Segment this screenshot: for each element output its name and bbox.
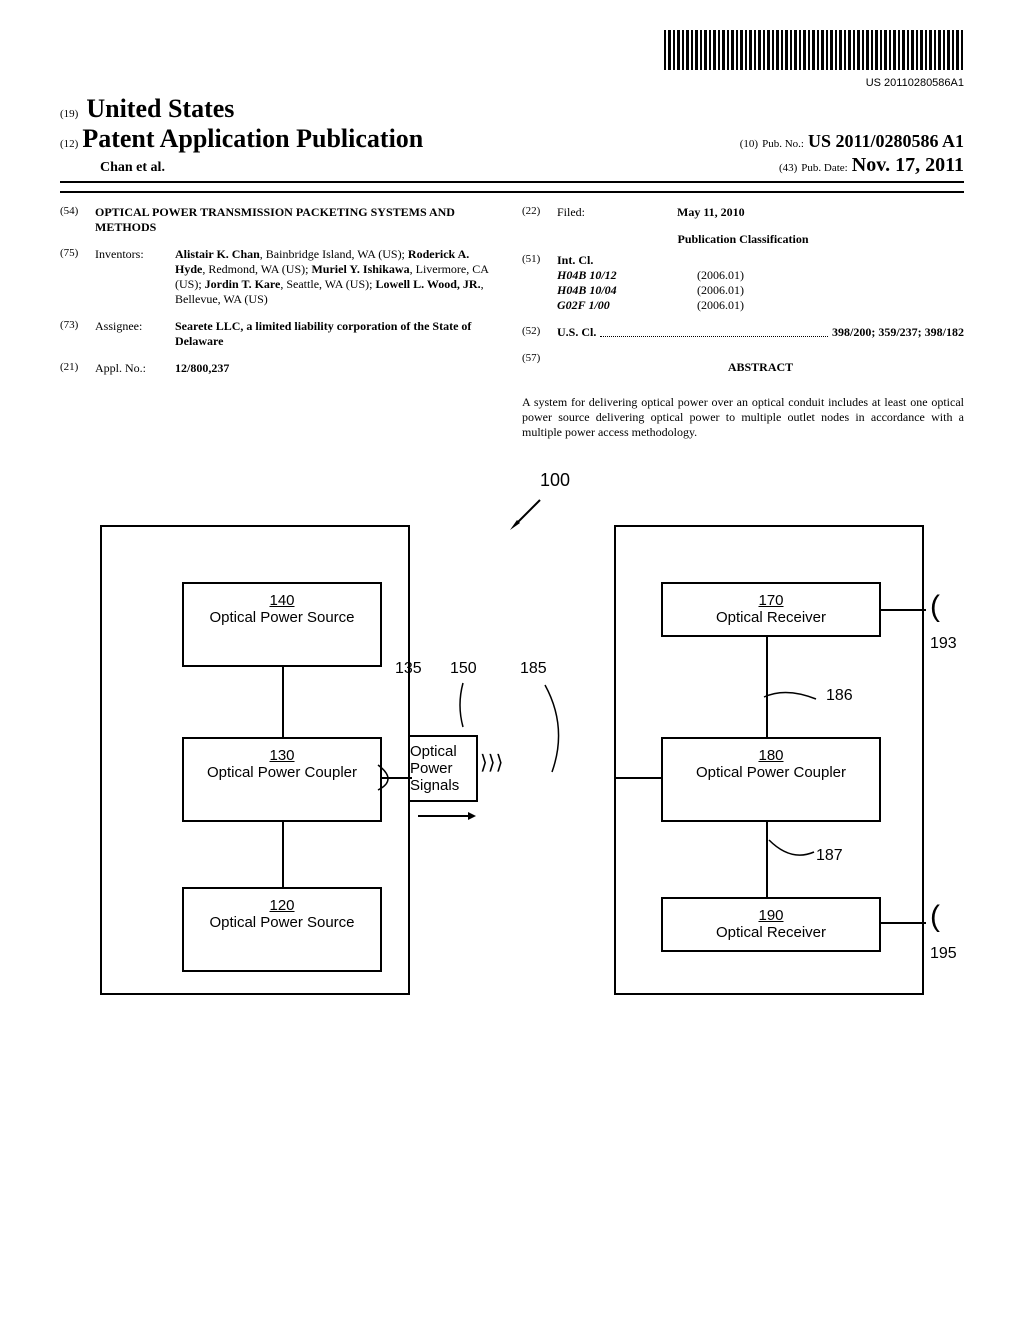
label-195: 195 [930, 945, 957, 963]
connector [616, 777, 661, 779]
curve-186-icon [761, 687, 821, 707]
right-block: 170 Optical Receiver 180 Optical Power C… [614, 525, 924, 995]
field-10: (10) [740, 138, 758, 150]
header: (19) United States (12) Patent Applicati… [60, 94, 964, 183]
pub-date: Nov. 17, 2011 [852, 154, 964, 176]
barcode-area: US 20110280586A1 [60, 30, 964, 89]
pub-date-label: Pub. Date: [801, 162, 847, 174]
connector [881, 922, 926, 924]
title: OPTICAL POWER TRANSMISSION PACKETING SYS… [95, 205, 502, 235]
label-193: 193 [930, 635, 957, 653]
box-120: 120 Optical Power Source [182, 887, 382, 972]
connector [766, 697, 768, 737]
label-190: Optical Receiver [716, 924, 826, 941]
paren-193: ( [930, 590, 940, 624]
appl-num: (21) [60, 361, 95, 376]
inventors: Alistair K. Chan, Bainbridge Island, WA … [175, 247, 502, 307]
figure: 100 140 Optical Power Source 130 Optical… [60, 470, 964, 1020]
arrow-100-icon [505, 495, 545, 535]
filed: May 11, 2010 [637, 205, 964, 220]
field-19: (19) [60, 108, 78, 120]
filed-num: (22) [522, 205, 557, 220]
biblio-right-col: (22) Filed: May 11, 2010 Publication Cla… [522, 205, 964, 440]
intcl-code-0: H04B 10/12 [557, 268, 657, 283]
ref-120: 120 [184, 897, 380, 914]
biblio-left-col: (54) OPTICAL POWER TRANSMISSION PACKETIN… [60, 205, 502, 440]
intcl-year-1: (2006.01) [697, 283, 744, 298]
uscl-dots [600, 325, 828, 337]
pub-no-label: Pub. No.: [762, 138, 804, 150]
arrow-right-icon [418, 810, 478, 822]
inventors-label: Inventors: [95, 247, 175, 307]
label-150: 150 [450, 660, 477, 678]
curve-135-icon [373, 760, 408, 795]
assignee-label: Assignee: [95, 319, 175, 349]
uscl: 398/200; 359/237; 398/182 [832, 325, 964, 340]
country: United States [86, 94, 234, 124]
ref-140: 140 [184, 592, 380, 609]
abstract-num: (57) [522, 352, 557, 383]
label-186: 186 [826, 687, 853, 705]
abstract-title: ABSTRACT [557, 360, 964, 375]
label-180: Optical Power Coupler [696, 764, 846, 781]
pub-class-title: Publication Classification [522, 232, 964, 247]
paren-195: ( [930, 900, 940, 934]
intcl-num: (51) [522, 253, 557, 313]
assignee: Searete LLC, a limited liability corpora… [175, 319, 502, 349]
label-135: 135 [395, 660, 422, 678]
box-130: 130 Optical Power Coupler [182, 737, 382, 822]
appl-label: Appl. No.: [95, 361, 175, 376]
curve-185-icon [540, 682, 570, 777]
label-170: Optical Receiver [716, 609, 826, 626]
title-num: (54) [60, 205, 95, 235]
left-block: 140 Optical Power Source 130 Optical Pow… [100, 525, 410, 995]
field-43: (43) [779, 162, 797, 174]
pub-type: Patent Application Publication [82, 124, 423, 153]
biblio: (54) OPTICAL POWER TRANSMISSION PACKETIN… [60, 191, 964, 440]
box-180: 180 Optical Power Coupler [661, 737, 881, 822]
label-140: Optical Power Source [209, 609, 354, 626]
label-185: 185 [520, 660, 547, 678]
ref-180: 180 [663, 747, 879, 764]
label-130: Optical Power Coupler [207, 764, 357, 781]
assignee-num: (73) [60, 319, 95, 349]
intcl-label: Int. Cl. [557, 253, 964, 268]
box-170: 170 Optical Receiver [661, 582, 881, 637]
pub-no: US 2011/0280586 A1 [808, 131, 964, 151]
inventors-num: (75) [60, 247, 95, 307]
barcode [664, 30, 964, 70]
barcode-text: US 20110280586A1 [60, 77, 964, 89]
uscl-num: (52) [522, 325, 557, 340]
connector [881, 609, 926, 611]
curve-187-icon [766, 837, 816, 862]
curve-150-icon [455, 680, 470, 730]
filed-label: Filed: [557, 205, 637, 220]
intcl-year-2: (2006.01) [697, 298, 744, 313]
connector [282, 667, 284, 737]
label-120: Optical Power Source [209, 914, 354, 931]
wave-icon: ⟩⟩⟩ [480, 750, 503, 775]
box-190: 190 Optical Receiver [661, 897, 881, 952]
label-100: 100 [540, 470, 570, 491]
label-187: 187 [816, 847, 843, 865]
field-12: (12) [60, 138, 78, 150]
authors: Chan et al. [60, 160, 165, 176]
signal-label: Optical Power Signals [408, 735, 478, 802]
ref-170: 170 [663, 592, 879, 609]
appl: 12/800,237 [175, 361, 502, 376]
ref-190: 190 [663, 907, 879, 924]
uscl-label: U.S. Cl. [557, 325, 596, 340]
intcl-code-2: G02F 1/00 [557, 298, 657, 313]
connector [282, 822, 284, 887]
box-140: 140 Optical Power Source [182, 582, 382, 667]
abstract-text: A system for delivering optical power ov… [522, 395, 964, 440]
intcl-code-1: H04B 10/04 [557, 283, 657, 298]
intcl-year-0: (2006.01) [697, 268, 744, 283]
ref-130: 130 [184, 747, 380, 764]
